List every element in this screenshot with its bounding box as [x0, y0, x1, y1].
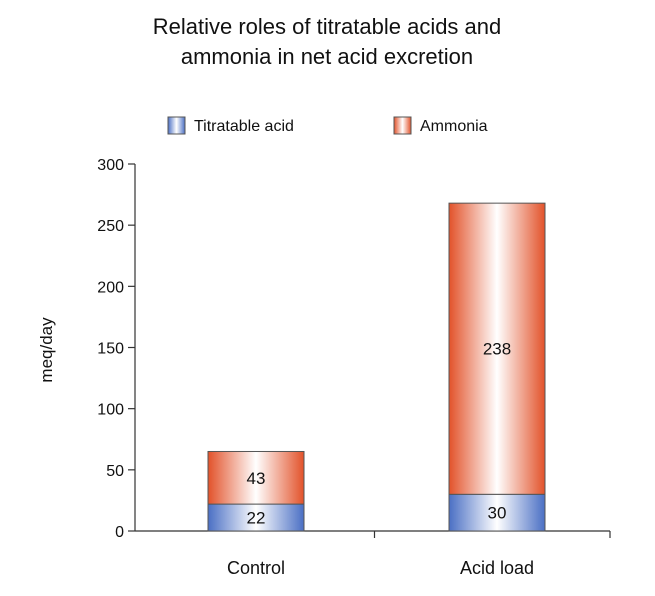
y-tick-label: 250 — [97, 218, 124, 235]
legend-swatch — [167, 116, 186, 135]
bar-segment — [448, 202, 546, 495]
legend-label: Titratable acid — [194, 118, 294, 135]
legend-swatch — [393, 116, 412, 135]
chart-title-line-1: Relative roles of titratable acids and — [153, 14, 502, 39]
bar-segment — [448, 493, 546, 532]
x-category-label: Acid load — [460, 558, 534, 578]
data-label: 238 — [483, 340, 511, 359]
bar-segment — [207, 450, 305, 505]
data-label: 43 — [247, 469, 266, 488]
y-tick-label: 0 — [115, 524, 124, 541]
x-category-label: Control — [227, 558, 285, 578]
y-tick-label: 200 — [97, 279, 124, 296]
legend: Titratable acid Ammonia — [167, 116, 488, 135]
bars — [207, 202, 546, 532]
y-axis-title: meq/day — [37, 317, 56, 383]
y-tick-label: 100 — [97, 402, 124, 419]
data-label: 30 — [488, 504, 507, 523]
y-tick-label: 300 — [97, 157, 124, 174]
data-label: 22 — [247, 509, 266, 528]
y-tick-label: 150 — [97, 341, 124, 358]
bar-segment — [207, 503, 305, 532]
data-labels: 22 43 30 238 — [247, 340, 512, 528]
legend-label: Ammonia — [420, 118, 488, 135]
axes: 0 50 100 150 200 250 300 Control Acid load — [97, 157, 611, 578]
chart-title-line-2: ammonia in net acid excretion — [181, 44, 473, 69]
y-tick-label: 50 — [106, 463, 124, 480]
